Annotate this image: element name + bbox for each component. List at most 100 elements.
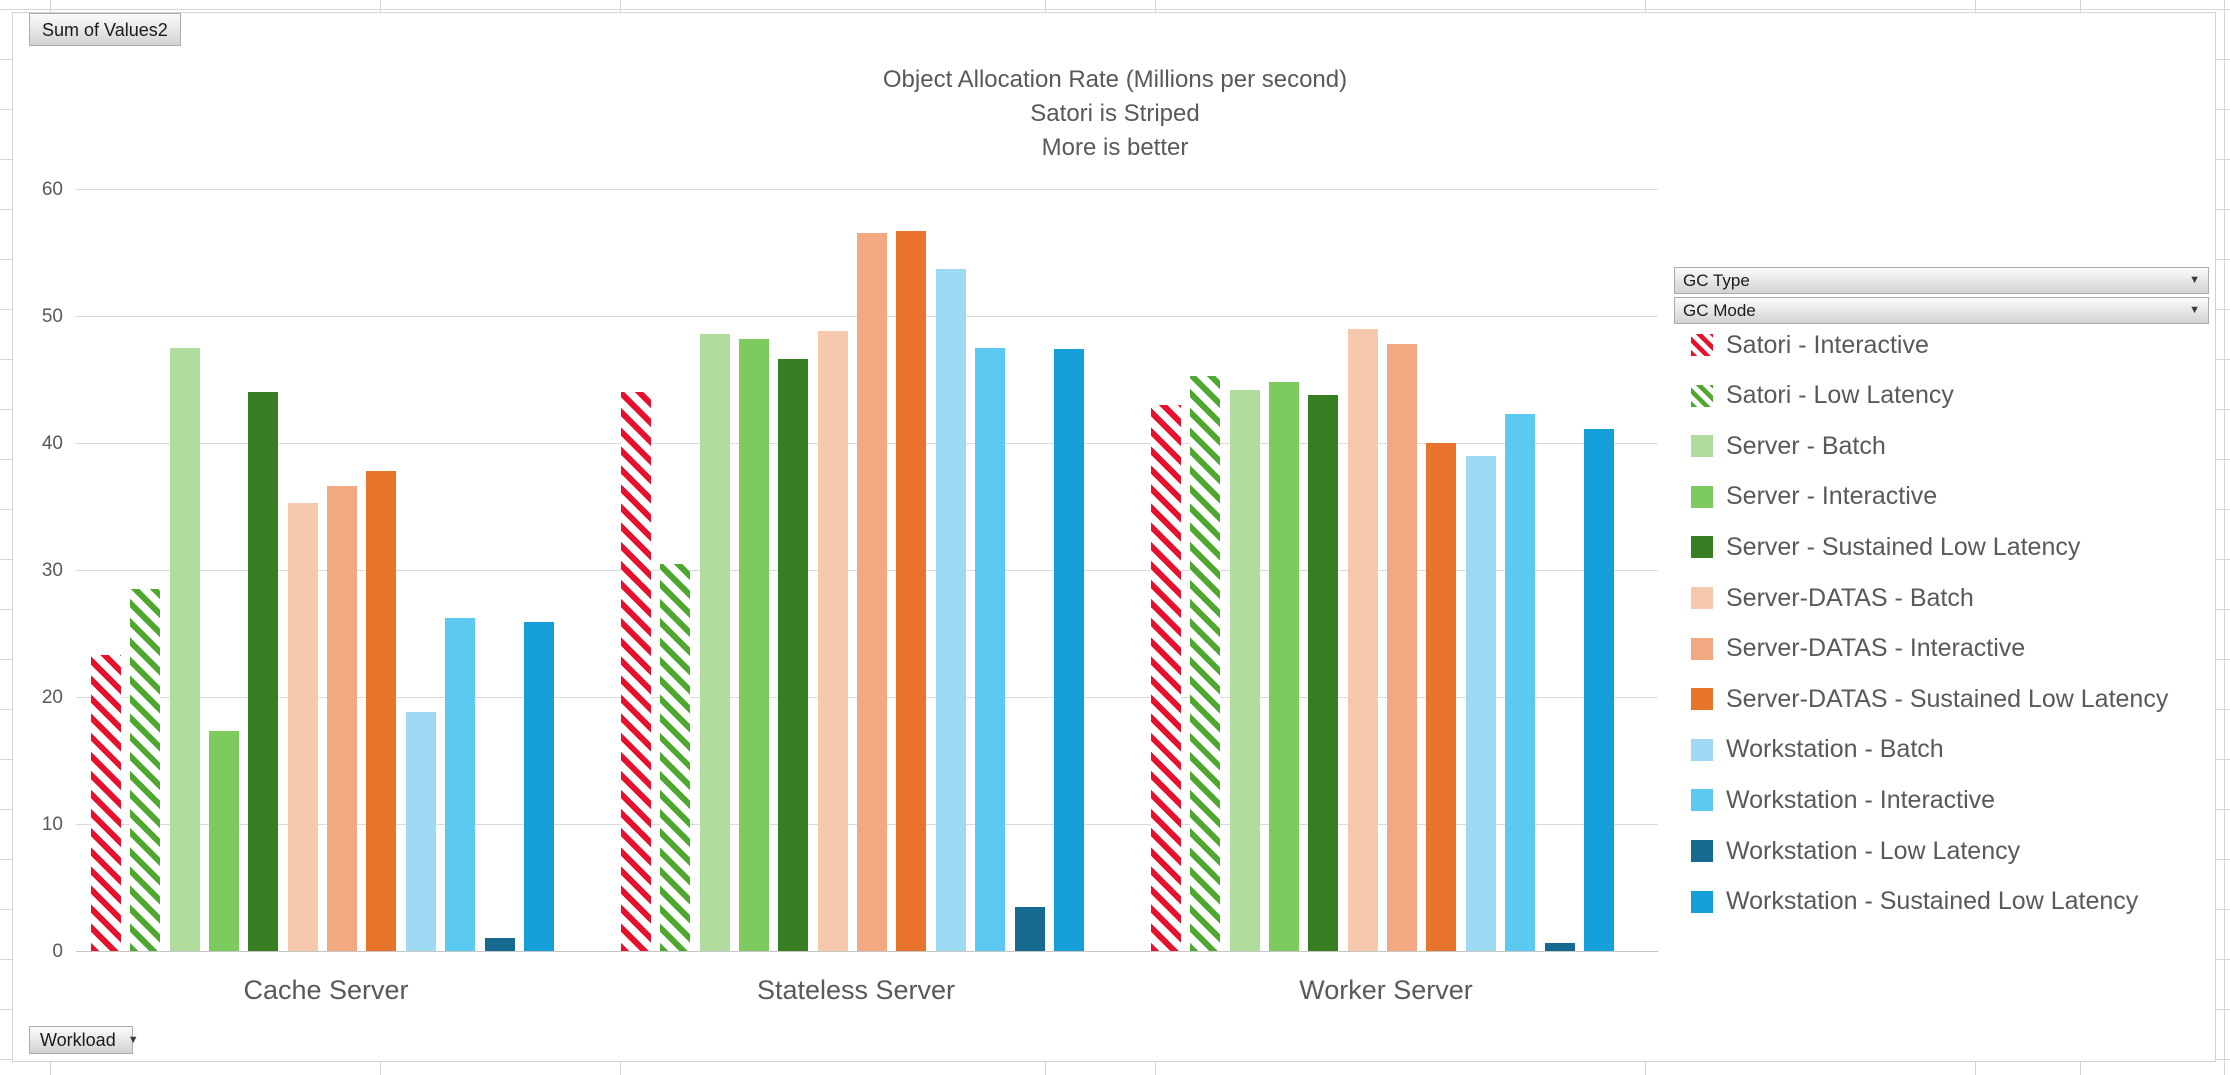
legend-label: Server-DATAS - Sustained Low Latency: [1726, 684, 2169, 713]
category-label: Cache Server: [243, 975, 409, 1005]
chart-title-line-2: Satori is Striped: [1030, 100, 1200, 127]
axis-field-button-workload[interactable]: Workload ▼: [29, 1026, 139, 1054]
bar: [1465, 456, 1496, 951]
bar: [209, 731, 240, 951]
category-label: Worker Server: [1299, 975, 1473, 1005]
legend-item: Workstation - Low Latency: [1691, 826, 2020, 876]
y-axis-tick-label: 10: [41, 814, 63, 835]
legend-label: Satori - Interactive: [1726, 330, 1929, 359]
bar: [484, 938, 515, 951]
bar: [1505, 414, 1536, 951]
legend-swatch-icon: [1691, 637, 1713, 660]
legend-label: Workstation - Interactive: [1726, 785, 1996, 814]
bar: [169, 348, 200, 951]
legend-field-button-gc-mode[interactable]: GC Mode ▼: [1674, 297, 2209, 324]
legend-swatch-icon: [1691, 384, 1713, 407]
legend-item: Server-DATAS - Batch: [1691, 573, 1974, 623]
bar: [1229, 390, 1260, 951]
bar: [287, 503, 318, 951]
legend-swatch-icon: [1691, 789, 1713, 812]
bar: [1583, 429, 1614, 951]
legend-label: Workstation - Batch: [1726, 735, 1944, 764]
bar: [1014, 907, 1045, 951]
legend-item: Workstation - Sustained Low Latency: [1691, 877, 2138, 927]
sheet-row-line: [0, 9, 2230, 10]
y-gridline: [76, 189, 1658, 190]
legend-item: Server-DATAS - Interactive: [1691, 624, 2025, 674]
y-axis-tick-label: 0: [52, 941, 63, 962]
bar: [621, 392, 651, 951]
chart-title: Object Allocation Rate (Millions per sec…: [13, 63, 2217, 165]
legend-label: Server - Batch: [1726, 431, 1886, 460]
chart-title-line-3: More is better: [1041, 134, 1189, 161]
legend-item: Workstation - Batch: [1691, 725, 1944, 775]
bar: [935, 269, 966, 951]
gc-type-field-label: GC Type: [1683, 271, 1750, 290]
legend-swatch-icon: [1691, 738, 1713, 761]
legend-swatch-icon: [1691, 688, 1713, 711]
legend-swatch-icon: [1691, 890, 1713, 913]
y-axis-tick-label: 30: [41, 560, 63, 581]
bar: [739, 339, 770, 951]
chart-title-line-1: Object Allocation Rate (Millions per sec…: [882, 66, 1348, 93]
bar: [1269, 382, 1300, 951]
bar: [1308, 395, 1339, 951]
bar: [91, 655, 121, 951]
gc-mode-field-label: GC Mode: [1683, 301, 1756, 320]
bar: [445, 618, 476, 951]
bar: [1426, 443, 1457, 951]
legend-swatch-icon: [1691, 536, 1713, 559]
bar: [660, 564, 691, 951]
legend-swatch-icon: [1691, 840, 1713, 862]
legend-item: Server - Interactive: [1691, 472, 1937, 522]
y-axis-tick-label: 60: [41, 179, 63, 200]
legend-swatch-icon: [1691, 485, 1713, 508]
bar: [523, 622, 554, 951]
dropdown-arrow-icon: ▼: [2189, 274, 2200, 286]
bar: [1387, 344, 1418, 951]
dropdown-arrow-icon: ▼: [2189, 304, 2200, 316]
y-axis-tick-label: 50: [41, 306, 63, 327]
bar: [1151, 405, 1181, 951]
legend-label: Workstation - Sustained Low Latency: [1726, 887, 2139, 916]
legend-item: Server - Sustained Low Latency: [1691, 522, 2080, 572]
legend-label: Server - Interactive: [1726, 482, 1938, 511]
legend-field-button-gc-type[interactable]: GC Type ▼: [1674, 267, 2209, 294]
bar: [896, 231, 927, 951]
bar: [817, 331, 848, 951]
bar: [1190, 376, 1221, 951]
category-label: Stateless Server: [756, 975, 956, 1005]
legend-label: Server-DATAS - Interactive: [1726, 634, 2026, 663]
values-field-button[interactable]: Sum of Values2: [29, 13, 181, 46]
legend-swatch-icon: [1691, 334, 1713, 356]
bar: [327, 486, 358, 951]
bar: [1544, 943, 1575, 951]
bar: [248, 392, 279, 951]
legend-label: Workstation - Low Latency: [1726, 836, 2021, 865]
bar: [405, 712, 436, 951]
legend-label: Server - Sustained Low Latency: [1726, 532, 2081, 561]
y-gridline: [76, 951, 1658, 952]
bar: [699, 334, 730, 951]
bar: [130, 589, 161, 951]
sheet-column-line: [2224, 0, 2225, 1075]
bar: [1347, 329, 1378, 951]
values-field-label: Sum of Values2: [42, 19, 168, 40]
legend-swatch-icon: [1691, 435, 1713, 458]
legend-label: Server-DATAS - Batch: [1726, 583, 1974, 612]
legend-label: Satori - Low Latency: [1726, 381, 1954, 410]
bar: [366, 471, 397, 951]
pivot-chart: Sum of Values2 Object Allocation Rate (M…: [12, 12, 2216, 1062]
legend-item: Server - Batch: [1691, 421, 1886, 471]
y-axis-tick-label: 20: [41, 687, 63, 708]
bar: [857, 233, 888, 951]
legend-item: Satori - Interactive: [1691, 320, 1929, 370]
legend-item: Satori - Low Latency: [1691, 371, 1954, 421]
dropdown-arrow-icon: ▼: [127, 1033, 139, 1046]
legend-swatch-icon: [1691, 587, 1713, 609]
workload-field-label: Workload: [40, 1030, 116, 1050]
bar: [1053, 349, 1084, 951]
y-axis-tick-label: 40: [41, 433, 63, 454]
legend-item: Workstation - Interactive: [1691, 775, 1995, 825]
